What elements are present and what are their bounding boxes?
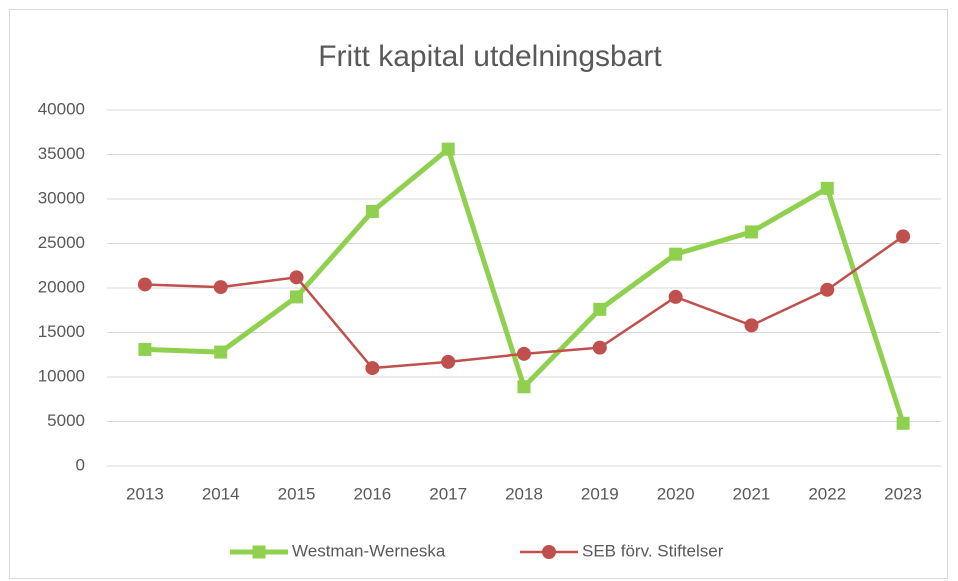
chart-frame	[9, 9, 948, 579]
data-point	[289, 270, 304, 285]
legend-marker	[542, 545, 556, 559]
legend-label: Westman-Werneska	[292, 541, 446, 560]
data-point	[138, 342, 152, 356]
x-tick-label: 2021	[733, 484, 771, 503]
x-tick-label: 2020	[657, 484, 695, 503]
x-tick-label: 2018	[505, 484, 543, 503]
data-point	[517, 346, 531, 361]
y-tick-label: 40000	[38, 99, 85, 118]
y-tick-label: 20000	[38, 277, 85, 296]
data-point	[896, 229, 911, 244]
y-tick-label: 0	[76, 455, 85, 474]
x-tick-label: 2016	[353, 484, 391, 503]
x-tick-label: 2013	[126, 484, 164, 503]
data-point	[441, 354, 456, 369]
data-point	[820, 181, 834, 195]
legend-label: SEB förv. Stiftelser	[582, 541, 724, 560]
data-point	[365, 361, 380, 376]
data-point	[365, 204, 379, 218]
data-point	[744, 225, 758, 239]
data-point	[668, 289, 683, 304]
x-tick-label: 2019	[581, 484, 619, 503]
data-point	[517, 380, 531, 394]
y-tick-label: 5000	[47, 411, 85, 430]
x-tick-label: 2015	[278, 484, 316, 503]
data-point	[290, 290, 304, 304]
y-tick-label: 10000	[38, 366, 85, 385]
data-point	[137, 277, 152, 292]
y-tick-label: 35000	[38, 144, 85, 163]
chart-title: Fritt kapital utdelningsbart	[318, 40, 662, 73]
data-point	[896, 416, 910, 430]
data-point	[213, 280, 228, 295]
y-tick-label: 15000	[38, 322, 85, 341]
data-point	[214, 345, 228, 359]
data-point	[593, 302, 607, 316]
x-tick-label: 2023	[884, 484, 922, 503]
data-point	[744, 318, 759, 333]
data-point	[592, 340, 607, 355]
data-point	[441, 142, 455, 156]
legend-marker	[252, 545, 266, 559]
x-tick-label: 2014	[202, 484, 240, 503]
x-tick-label: 2022	[808, 484, 846, 503]
data-point	[669, 247, 683, 261]
y-tick-label: 30000	[38, 188, 85, 207]
y-tick-label: 25000	[38, 233, 85, 252]
data-point	[820, 282, 835, 297]
x-tick-label: 2017	[429, 484, 467, 503]
